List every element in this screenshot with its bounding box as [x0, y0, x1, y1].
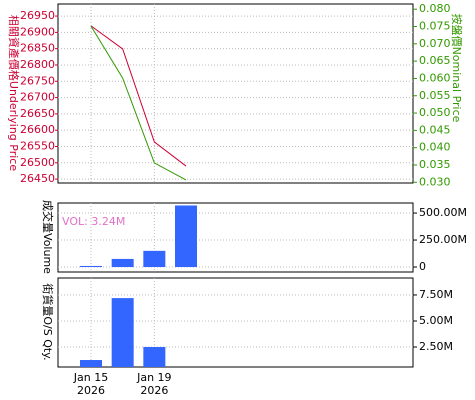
axis-title: 街貨量O/S Qty.: [41, 283, 55, 360]
bar: [80, 360, 102, 367]
y-tick-label: 26850: [20, 42, 55, 55]
y-tick-label: 26600: [20, 123, 55, 136]
panel: [57, 277, 414, 368]
price-line: [90, 25, 187, 167]
y2-tick-label: 0.040: [419, 141, 451, 154]
y2-tick-label: 0.055: [419, 89, 451, 102]
y2-tick-label: 0.075: [419, 20, 451, 33]
axis-title-right: 按盤價Nominal Price: [450, 14, 464, 123]
x-tick-label: Jan 19 2026: [137, 371, 172, 397]
y-tick-label: 26650: [20, 107, 55, 120]
y-tick-label: 2.50M: [419, 340, 453, 353]
bar: [111, 258, 134, 268]
y2-tick-label: 0.045: [419, 123, 451, 136]
annotation: VOL: 3.24M: [62, 215, 125, 228]
y2-tick-label: 0.070: [419, 37, 451, 50]
bar: [80, 265, 102, 268]
y-tick-label: 500.00M: [419, 206, 467, 219]
y2-tick-label: 0.030: [419, 175, 451, 188]
axis-title: 相關資產價格Underlying Price: [7, 15, 21, 171]
bar: [143, 250, 166, 268]
y-tick-label: 250.00M: [419, 233, 467, 246]
y2-tick-label: 0.080: [419, 2, 451, 15]
y-tick-label: 26750: [20, 74, 55, 87]
panel: [57, 3, 414, 184]
bar: [111, 298, 134, 367]
y2-tick-label: 0.035: [419, 158, 451, 171]
bar: [143, 347, 166, 367]
bar: [175, 205, 198, 268]
y-tick-label: 26900: [20, 25, 55, 38]
y2-tick-label: 0.050: [419, 106, 451, 119]
y-tick-label: 26700: [20, 91, 55, 104]
y-tick-label: 0: [419, 260, 426, 273]
y-tick-label: 7.50M: [419, 288, 453, 301]
y-tick-label: 5.00M: [419, 314, 453, 327]
y-tick-label: 26550: [20, 139, 55, 152]
y-tick-label: 26950: [20, 9, 55, 22]
y-tick-label: 26450: [20, 172, 55, 185]
y-tick-label: 26500: [20, 156, 55, 169]
axis-title: 成交量Volume: [41, 200, 55, 274]
y-tick-label: 26800: [20, 58, 55, 71]
y2-tick-label: 0.065: [419, 54, 451, 67]
price-line: [90, 25, 187, 181]
x-tick-label: Jan 15 2026: [73, 371, 109, 397]
y2-tick-label: 0.060: [419, 71, 451, 84]
